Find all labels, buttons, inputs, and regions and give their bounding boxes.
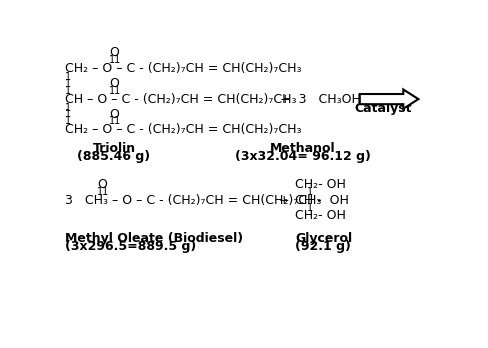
Text: CH – O – C - (CH₂)₇CH = CH(CH₂)₇CH₃: CH – O – C - (CH₂)₇CH = CH(CH₂)₇CH₃ [65, 93, 296, 105]
Text: Methanol: Methanol [270, 142, 336, 156]
Text: Triolin: Triolin [92, 142, 136, 156]
Text: 11: 11 [109, 86, 122, 96]
Text: 1: 1 [65, 109, 71, 119]
Text: Methyl Oleate (Biodiesel): Methyl Oleate (Biodiesel) [65, 232, 243, 245]
Text: (3x296.5=889.5 g): (3x296.5=889.5 g) [65, 240, 196, 253]
Text: (885.46 g): (885.46 g) [78, 150, 150, 163]
Text: 3   CH₃ – O – C - (CH₂)₇CH = CH(CH₂)₇CH₃: 3 CH₃ – O – C - (CH₂)₇CH = CH(CH₂)₇CH₃ [65, 194, 321, 207]
Text: (92.1 g): (92.1 g) [296, 240, 351, 253]
Text: CH₂ – O – C - (CH₂)₇CH = CH(CH₂)₇CH₃: CH₂ – O – C - (CH₂)₇CH = CH(CH₂)₇CH₃ [65, 62, 301, 75]
Text: Glycerol: Glycerol [296, 232, 353, 245]
Text: 1: 1 [65, 86, 71, 96]
Text: O: O [109, 108, 119, 121]
Text: 11: 11 [109, 55, 122, 65]
Text: CH₂- OH: CH₂- OH [296, 178, 346, 191]
Text: 1: 1 [65, 79, 71, 89]
Text: +  3   CH₃OH: + 3 CH₃OH [280, 93, 361, 105]
Text: 11: 11 [109, 116, 122, 126]
Text: 1: 1 [65, 103, 71, 113]
Text: (3x32.04= 96.12 g): (3x32.04= 96.12 g) [235, 150, 371, 163]
Text: +: + [279, 194, 289, 207]
Text: O: O [109, 46, 119, 59]
Text: 1: 1 [307, 187, 313, 197]
Text: 1: 1 [307, 203, 313, 213]
Text: CH₂- OH: CH₂- OH [296, 209, 346, 222]
Text: O: O [97, 178, 107, 191]
Text: O: O [109, 77, 119, 90]
Text: Catalyst: Catalyst [355, 102, 412, 115]
Polygon shape [360, 89, 418, 109]
Text: 1: 1 [65, 116, 71, 126]
Text: CH₂ – O – C - (CH₂)₇CH = CH(CH₂)₇CH₃: CH₂ – O – C - (CH₂)₇CH = CH(CH₂)₇CH₃ [65, 123, 301, 136]
Text: CH -  OH: CH - OH [296, 194, 349, 207]
Text: 11: 11 [97, 187, 109, 197]
Text: 1: 1 [65, 72, 71, 82]
